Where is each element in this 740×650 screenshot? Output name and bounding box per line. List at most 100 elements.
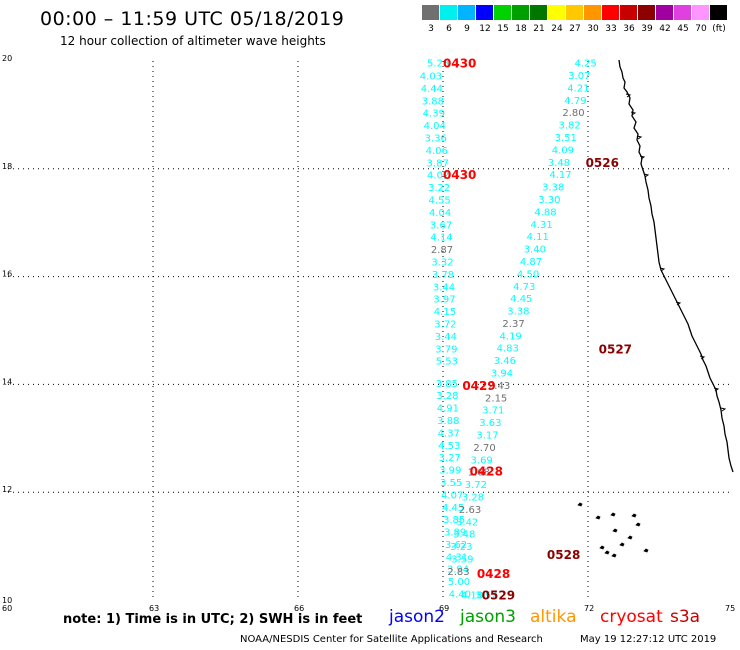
scale-swatch: [656, 5, 673, 20]
wave-height-value: 4.15: [434, 307, 456, 318]
scale-label: 21: [533, 24, 545, 34]
lat-tick-label: 12: [2, 485, 12, 494]
wave-height-value: 4.14: [430, 233, 452, 244]
scale-label: 6: [446, 24, 452, 34]
wave-height-value: 4.19: [500, 331, 522, 342]
wave-height-value: 4.37: [438, 428, 460, 439]
wave-height-value: 4.09: [552, 145, 574, 156]
wave-height-value: 3.44: [433, 282, 455, 293]
wave-height-value: 3.28: [462, 493, 484, 504]
wave-height-value: 3.71: [482, 406, 504, 417]
satellite-legend-altika: altika: [530, 607, 577, 627]
pass-time-label: 0429: [462, 379, 495, 393]
wave-height-value: 4.31: [446, 552, 468, 563]
satellite-legend-cryosat: cryosat: [600, 607, 663, 627]
scale-swatch: [692, 5, 709, 20]
wave-height-value: 4.04: [424, 121, 446, 132]
scale-label: 42: [659, 24, 671, 34]
wave-height-value: 3.88: [437, 416, 459, 427]
lon-tick-label: 75: [725, 604, 735, 613]
wave-height-value: 3.88: [422, 96, 444, 107]
scale-label: 45: [677, 24, 689, 34]
wave-height-value: 4.55: [428, 196, 450, 207]
pass-time-label: 0526: [586, 156, 619, 170]
wave-height-value: 4.31: [530, 220, 552, 231]
island: [627, 535, 633, 540]
wave-height-value: 3.42: [456, 517, 478, 528]
lon-tick-label: 69: [439, 604, 449, 613]
pass-time-label: 0529: [482, 589, 515, 603]
wave-height-value: 4.87: [520, 257, 542, 268]
lat-tick-label: 16: [2, 270, 12, 279]
island: [612, 528, 618, 533]
wave-height-value: 4.53: [438, 441, 460, 452]
lat-tick-label: 10: [2, 596, 12, 605]
scale-swatch: [584, 5, 601, 20]
footnote: note: 1) Time is in UTC; 2) SWH is in fe…: [63, 612, 363, 627]
satellite-legend-jason2: jason2: [389, 607, 445, 627]
wave-height-value: 3.52: [475, 591, 497, 602]
scale-swatch: [710, 5, 727, 20]
pass-time-label: 0428: [470, 465, 503, 479]
coastline-path: [618, 59, 734, 473]
wave-height-value: 3.72: [465, 480, 487, 491]
wave-height-value: 4.91: [437, 404, 459, 415]
scale-swatch: [620, 5, 637, 20]
wave-height-value: 3.89: [444, 528, 466, 539]
island: [611, 553, 617, 558]
wave-height-value: 4.40: [449, 590, 471, 601]
scale-label: 30: [587, 24, 599, 34]
wave-height-value: 3.36: [425, 134, 447, 145]
wave-height-value: 4.03: [420, 72, 442, 83]
wave-height-value: 3.48: [548, 158, 570, 169]
scale-label: 70: [695, 24, 707, 34]
scale-label: 24: [551, 24, 563, 34]
wave-height-value: 3.28: [436, 391, 458, 402]
wave-height-value: 4.45: [442, 503, 464, 514]
satellite-legend-jason3: jason3: [460, 607, 516, 627]
wave-height-value: 2.15: [485, 393, 507, 404]
wave-height-value: 3.30: [538, 195, 560, 206]
island: [599, 545, 605, 550]
wave-height-value: 3.62: [445, 540, 467, 551]
wave-height-value: 4.17: [549, 170, 571, 181]
wave-height-value: 4.21: [567, 83, 589, 94]
wave-height-value: 4.39: [423, 109, 445, 120]
wave-height-value: 3.79: [435, 344, 457, 355]
wave-height-value: 3.27: [439, 453, 461, 464]
coastline-inlet: [636, 135, 643, 140]
satellite-legend-s3a: s3a: [670, 607, 701, 627]
wave-height-value: 2.37: [502, 319, 524, 330]
wave-height-value: 3.59: [451, 554, 473, 565]
wave-height-value: 3.72: [434, 319, 456, 330]
wave-height-value: 3.85: [436, 379, 458, 390]
wave-height-value: 4.73: [513, 282, 535, 293]
coastline-inlet: [699, 355, 706, 360]
scale-swatch: [440, 5, 457, 20]
wave-height-value: 3.32: [431, 258, 453, 269]
chart-title: 00:00 – 11:59 UTC 05/18/2019: [40, 8, 345, 30]
island: [577, 502, 583, 507]
island: [635, 522, 641, 527]
coastline: [577, 59, 734, 558]
island: [643, 548, 649, 553]
wave-height-value: 3.94: [447, 565, 469, 576]
wave-height-value: 4.25: [574, 59, 596, 70]
wave-height-value: 5.53: [436, 357, 458, 368]
scale-swatch: [476, 5, 493, 20]
wave-height-value: 3.69: [471, 455, 493, 466]
wave-height-value: 1.68: [468, 468, 490, 479]
coastline-inlet: [639, 155, 646, 160]
lon-tick-label: 63: [149, 604, 159, 613]
wave-height-value: 3.55: [440, 478, 462, 489]
wave-height-value: 3.67: [430, 220, 452, 231]
island: [604, 550, 610, 555]
wave-height-value: 3.85: [443, 515, 465, 526]
lat-tick-label: 14: [2, 377, 12, 386]
wave-height-value: 4.18: [461, 591, 483, 602]
island: [610, 512, 616, 517]
pass-labels: 0430 0430 0526 0527 0429 0428 0528 0428 0529: [443, 57, 632, 603]
pass-time-label: 0430: [443, 57, 476, 71]
coastline-inlet: [630, 111, 637, 116]
